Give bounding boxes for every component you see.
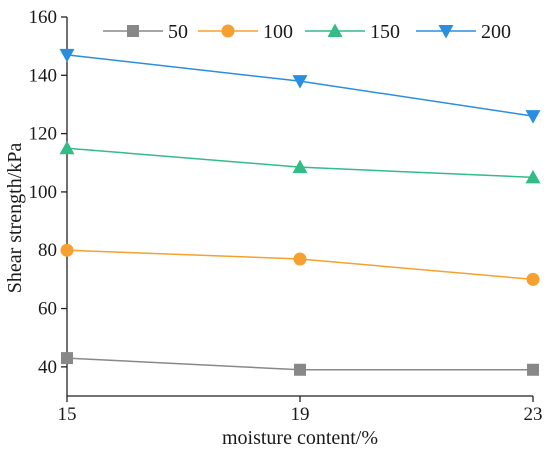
legend-marker <box>438 25 454 39</box>
data-point-100 <box>293 252 307 266</box>
data-point-150 <box>292 159 308 174</box>
x-tick-label: 23 <box>524 404 543 425</box>
legend-item-200: 200 <box>416 21 511 43</box>
legend-marker <box>221 24 235 38</box>
data-point-200 <box>525 110 541 124</box>
y-axis-title: Shear strength/kPa <box>4 143 26 294</box>
series-200 <box>59 48 541 124</box>
legend-marker <box>127 25 139 37</box>
data-point-200 <box>292 75 308 89</box>
series-100 <box>60 243 540 286</box>
legend-item-50: 50 <box>103 21 188 43</box>
axes: 40 60 80 100 120 140 160 15 19 23 <box>29 7 543 425</box>
x-tick-label: 19 <box>291 404 310 425</box>
x-tick-label: 15 <box>58 404 77 425</box>
data-point-50 <box>61 352 73 365</box>
legend-label: 150 <box>370 21 400 43</box>
y-tick-label: 80 <box>38 240 57 261</box>
legend-label: 100 <box>263 21 293 43</box>
legend-item-100: 100 <box>198 21 293 43</box>
data-point-50 <box>527 363 539 376</box>
legend: 50 100 150 200 <box>103 21 511 43</box>
data-point-100 <box>526 272 540 286</box>
data-point-150 <box>59 140 75 155</box>
y-tick-label: 140 <box>29 65 58 86</box>
data-point-50 <box>294 363 306 376</box>
y-tick-label: 100 <box>29 182 58 203</box>
y-tick-label: 160 <box>29 7 58 28</box>
data-point-200 <box>59 48 75 63</box>
y-tick-label: 60 <box>38 299 57 320</box>
series-layer <box>59 48 541 376</box>
y-tick-label: 40 <box>38 357 57 378</box>
legend-item-150: 150 <box>305 21 400 43</box>
y-tick-label: 120 <box>29 124 58 145</box>
x-axis-title: moisture content/% <box>222 427 378 449</box>
data-point-150 <box>525 169 541 184</box>
legend-label: 50 <box>168 21 188 43</box>
legend-label: 200 <box>481 21 511 43</box>
series-150 <box>59 140 541 184</box>
series-50 <box>61 352 539 376</box>
data-point-100 <box>60 243 74 257</box>
legend-marker <box>327 23 343 37</box>
